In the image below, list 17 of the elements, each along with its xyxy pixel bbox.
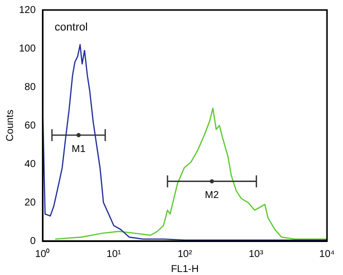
y-tick-label: 20 (24, 197, 36, 208)
y-tick-label: 100 (18, 43, 36, 54)
x-axis-title: FL1-H (170, 264, 199, 275)
x-tick-label: 10¹ (106, 248, 122, 260)
y-tick-label: 40 (24, 158, 36, 170)
y-tick-label: 120 (18, 4, 36, 16)
x-tick-label: 10⁰ (35, 248, 50, 260)
y-axis-title: Counts (4, 110, 16, 142)
y-tick-label: 80 (24, 82, 36, 93)
annotation: M1 (72, 144, 86, 155)
x-tick-label: 10⁴ (319, 248, 335, 260)
annotation: M2 (204, 190, 220, 202)
x-tick-label: 10² (178, 248, 193, 260)
y-tick-label: 60 (24, 120, 36, 132)
x-tick-label: 10³ (248, 248, 264, 260)
y-tick-label: 0 (30, 236, 36, 247)
annotation: control (54, 22, 88, 34)
